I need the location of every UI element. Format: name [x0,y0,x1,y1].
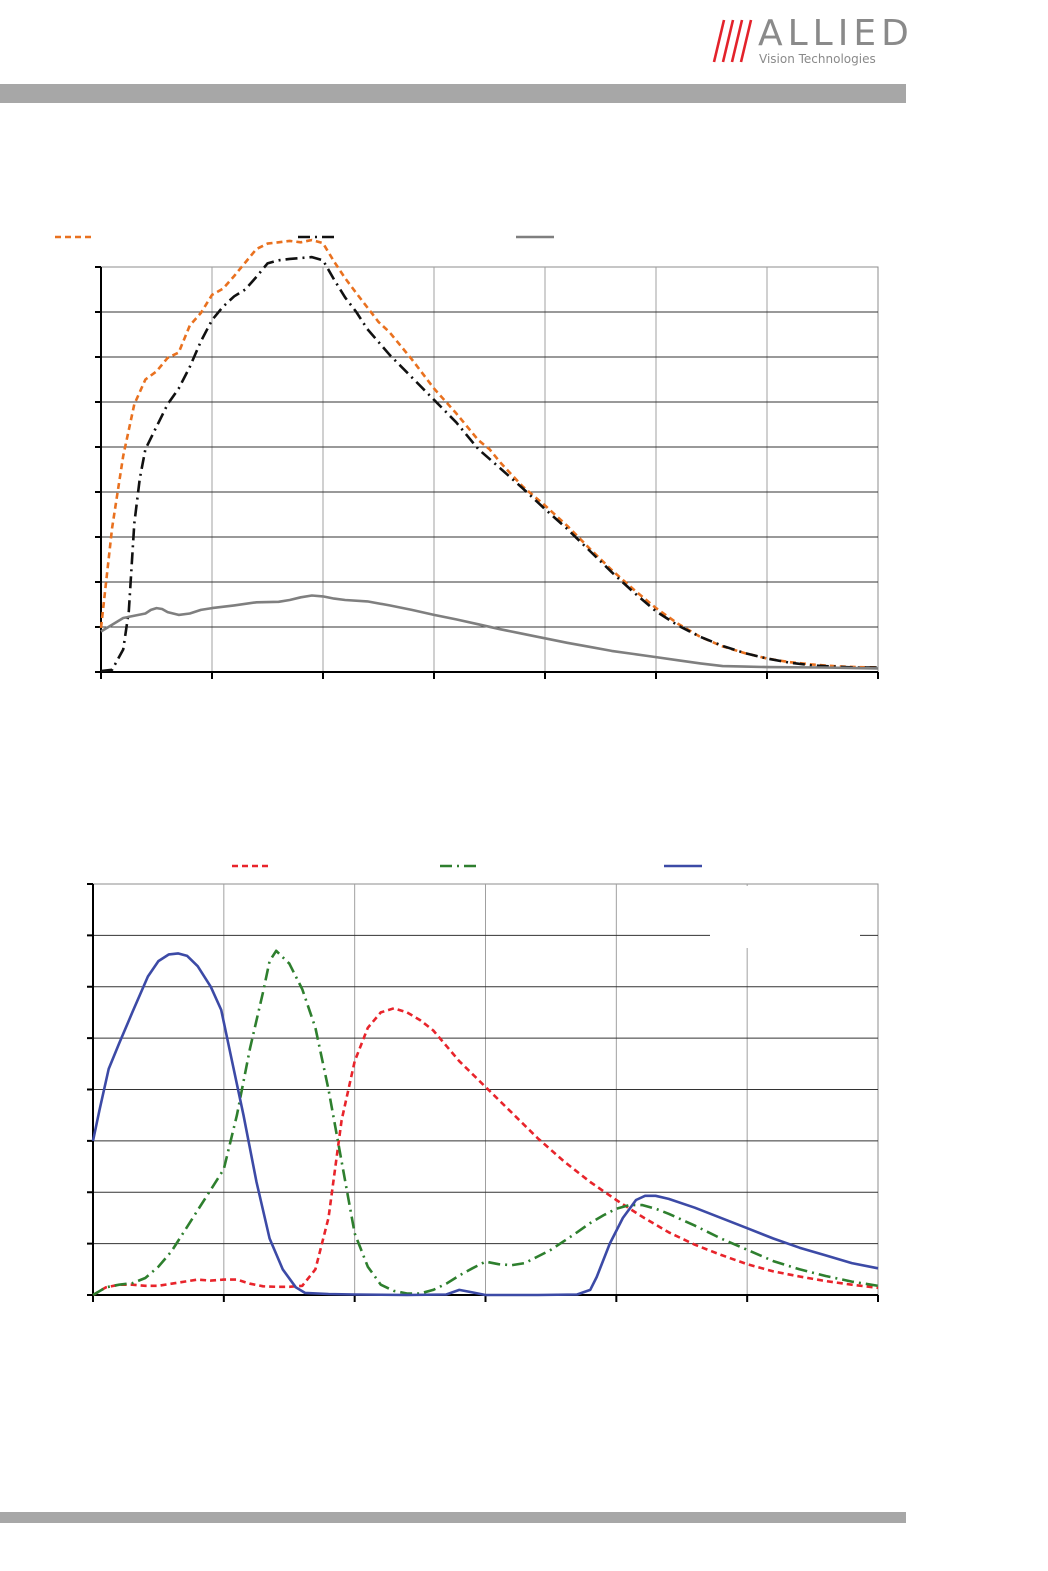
series-line-1 [92,1007,879,1297]
series-line-1 [99,238,879,669]
logo-subtitle: Vision Technologies [759,52,876,66]
series-line-2 [100,255,878,673]
logo-stripes-icon [712,19,753,63]
series-line-3 [100,594,879,670]
allied-logo [712,19,753,63]
series-line-2 [92,949,879,1297]
plot-area [100,266,879,673]
series-line-3 [91,952,879,1297]
chart-2 [87,864,879,1302]
logo-name: ALLIED [758,13,914,54]
header-bar [0,84,906,103]
legend-box [710,886,860,948]
chart-1 [55,235,879,679]
footer-bar [0,1512,906,1523]
